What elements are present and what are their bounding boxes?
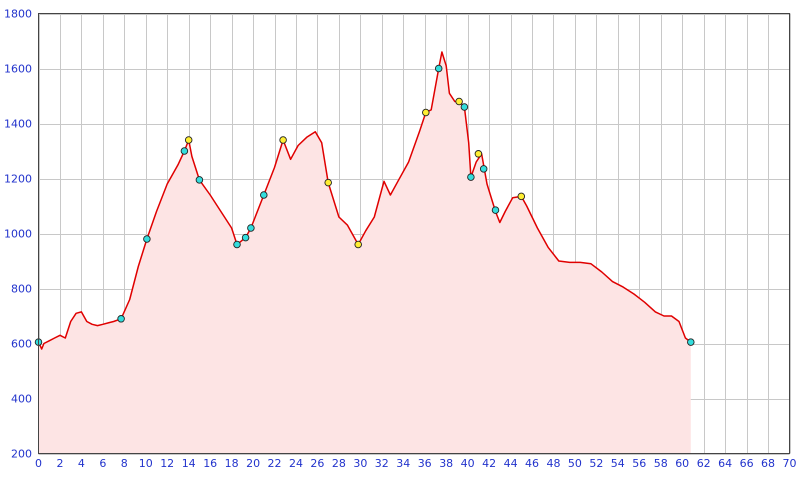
x-axis-tick-labels: 0 2 4 6 8 10 12 14 16 18 20 22 24 26 28 30 32 34 36 38 40 42 4…	[35, 457, 797, 470]
x-tick-label-22: 44	[504, 457, 518, 470]
waypoint-marker-6	[233, 240, 241, 249]
y-tick-label-6: 1400	[4, 118, 32, 131]
x-tick-label-13: 26	[310, 457, 324, 470]
x-tick-label-4: 8	[121, 457, 128, 470]
x-tick-label-21: 42	[482, 457, 496, 470]
x-tick-label-29: 58	[654, 457, 668, 470]
x-tick-label-2: 4	[78, 457, 85, 470]
waypoint-marker-22	[687, 338, 695, 346]
waypoint-marker-20	[491, 206, 500, 214]
waypoint-markers	[34, 64, 695, 346]
waypoint-marker-17	[467, 173, 475, 181]
waypoint-marker-18	[474, 150, 483, 158]
plot-frame	[38, 13, 790, 454]
x-tick-label-33: 66	[740, 457, 754, 470]
waypoint-marker-2	[143, 235, 151, 243]
waypoint-marker-10	[279, 136, 287, 144]
waypoint-marker-1	[117, 315, 125, 323]
waypoint-marker-3	[180, 147, 189, 155]
y-tick-label-7: 1600	[4, 63, 32, 76]
x-tick-label-31: 62	[697, 457, 711, 470]
waypoint-marker-16	[460, 103, 469, 111]
x-tick-label-11: 22	[268, 457, 282, 470]
x-tick-label-9: 18	[225, 457, 239, 470]
waypoint-marker-5	[195, 176, 204, 184]
waypoint-marker-13	[422, 108, 430, 117]
y-tick-label-3: 800	[11, 283, 32, 296]
x-tick-label-25: 50	[568, 457, 582, 470]
x-tick-label-10: 20	[246, 457, 260, 470]
y-tick-label-2: 600	[11, 338, 32, 351]
x-tick-label-30: 60	[675, 457, 689, 470]
x-tick-label-18: 36	[418, 457, 432, 470]
waypoint-marker-19	[479, 165, 488, 173]
waypoint-marker-9	[260, 191, 268, 199]
x-tick-label-16: 32	[375, 457, 389, 470]
x-tick-label-23: 46	[525, 457, 539, 470]
y-tick-label-4: 1000	[4, 228, 32, 241]
x-tick-label-27: 54	[611, 457, 625, 470]
x-tick-label-19: 38	[439, 457, 453, 470]
x-tick-label-32: 64	[718, 457, 732, 470]
x-tick-label-8: 16	[203, 457, 217, 470]
y-tick-label-8: 1800	[4, 8, 32, 21]
x-tick-label-35: 70	[783, 457, 797, 470]
x-tick-label-3: 6	[99, 457, 106, 470]
x-tick-label-24: 48	[547, 457, 561, 470]
x-tick-label-14: 28	[332, 457, 346, 470]
y-axis-tick-labels: 200 400 600 800 1000 1200 1400 1600 1800	[4, 8, 32, 461]
x-tick-label-34: 68	[761, 457, 775, 470]
waypoint-marker-15	[455, 97, 463, 106]
waypoint-marker-7	[241, 233, 250, 242]
y-tick-label-0: 200	[11, 448, 32, 461]
x-tick-label-12: 24	[289, 457, 303, 470]
y-tick-label-5: 1200	[4, 173, 32, 186]
x-tick-label-15: 30	[353, 457, 367, 470]
waypoint-marker-14	[434, 64, 443, 73]
x-tick-label-17: 34	[396, 457, 410, 470]
x-tick-label-28: 56	[632, 457, 646, 470]
waypoint-marker-8	[247, 224, 255, 232]
waypoint-marker-21	[517, 192, 526, 201]
y-tick-label-1: 400	[11, 393, 32, 406]
x-tick-label-20: 40	[461, 457, 475, 470]
x-tick-label-1: 2	[57, 457, 64, 470]
x-tick-label-6: 12	[160, 457, 174, 470]
elevation-area-fill	[38, 52, 691, 454]
x-tick-label-5: 10	[139, 457, 153, 470]
x-tick-label-7: 14	[182, 457, 196, 470]
waypoint-marker-4	[184, 136, 193, 144]
x-tick-label-26: 52	[589, 457, 603, 470]
waypoint-marker-11	[324, 178, 332, 187]
x-tick-label-0: 0	[35, 457, 42, 470]
waypoint-marker-12	[354, 240, 362, 249]
